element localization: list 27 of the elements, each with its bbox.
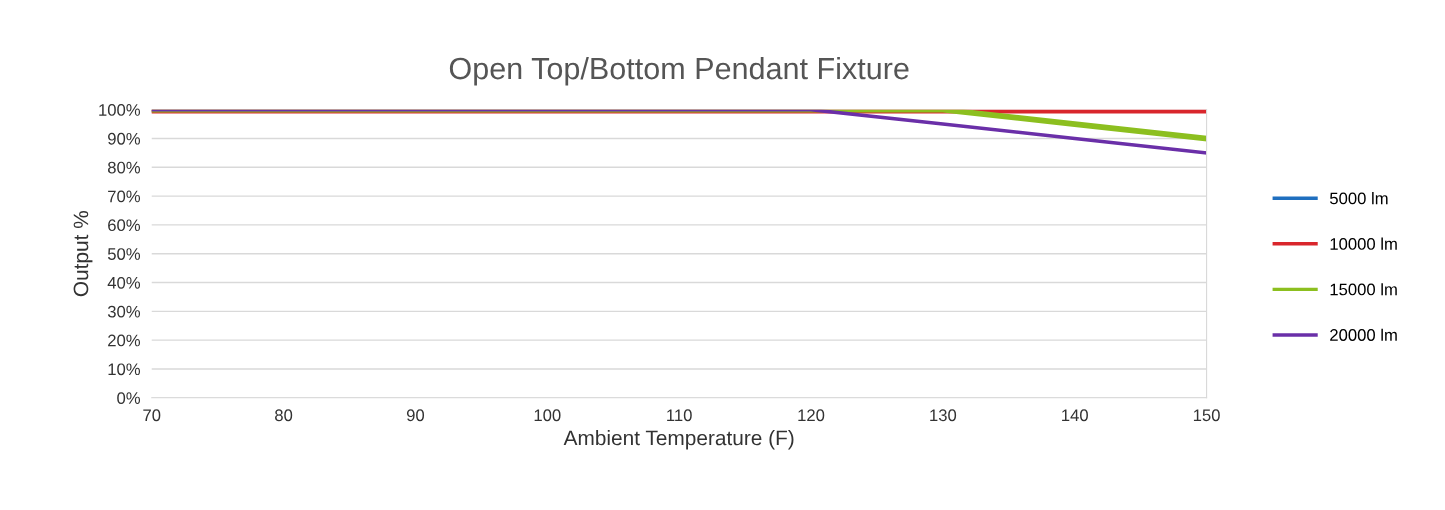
y-tick-label: 0% — [117, 392, 141, 404]
y-tick-label: 60% — [108, 219, 141, 232]
legend-label: 10000 lm — [1330, 237, 1397, 250]
y-tick-label: 70% — [108, 190, 141, 203]
y-tick-label: 90% — [108, 132, 141, 145]
y-tick-label: 50% — [107, 248, 141, 260]
x-tick-label: 110 — [667, 409, 692, 422]
x-tick-label: 100 — [534, 409, 561, 422]
x-tick-label: 150 — [1193, 409, 1220, 422]
x-tick-label: 120 — [798, 409, 825, 422]
x-tick-label: 140 — [1062, 409, 1088, 422]
legend-label: 15000 lm — [1330, 283, 1397, 296]
legend-label: 20000 lm — [1330, 328, 1397, 341]
y-tick-label: 100% — [99, 104, 141, 116]
x-tick-label: 130 — [930, 409, 957, 422]
x-tick-label: 70 — [143, 409, 161, 422]
y-tick-label: 30% — [107, 305, 141, 318]
x-tick-label: 80 — [275, 409, 293, 422]
legend-label: 5000 lm — [1329, 192, 1388, 205]
y-axis-title: Output % — [73, 211, 93, 297]
y-tick-label: 80% — [107, 161, 141, 174]
x-axis-title: Ambient Temperature (F) — [563, 430, 794, 450]
y-tick-label: 10% — [108, 363, 141, 376]
x-tick-label: 90 — [406, 409, 425, 422]
y-tick-label: 40% — [107, 276, 141, 289]
chart-title: Open Top/Bottom Pendant Fixture — [449, 56, 909, 86]
y-tick-label: 20% — [108, 334, 141, 347]
